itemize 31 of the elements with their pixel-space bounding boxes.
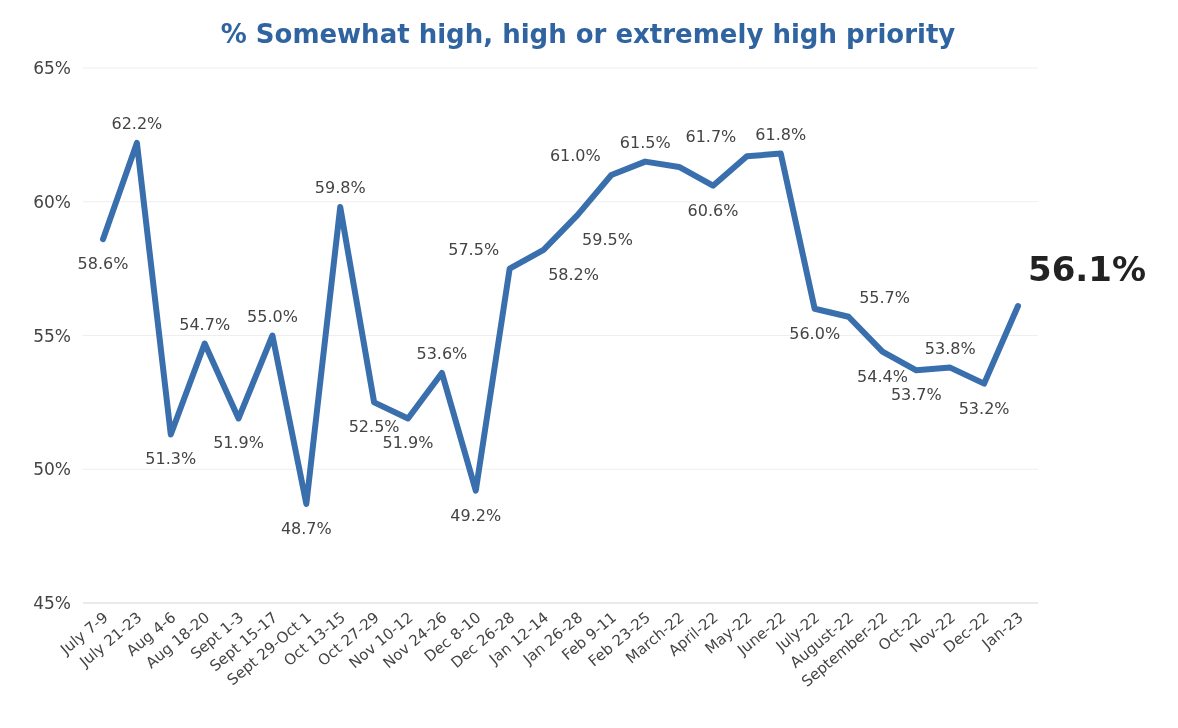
data-label: 55.0%: [247, 306, 298, 326]
data-label: 60.6%: [687, 200, 739, 220]
y-tick-label: 60%: [33, 191, 71, 212]
data-label: 59.5%: [582, 230, 633, 250]
data-label: 62.2%: [111, 113, 163, 133]
data-label: 55.7%: [859, 287, 910, 307]
data-label: 56.0%: [789, 323, 841, 343]
data-label: 54.7%: [179, 314, 231, 334]
y-tick-label: 45%: [33, 593, 71, 613]
data-label: 49.2%: [450, 505, 502, 525]
data-label: 56.1%: [1028, 249, 1146, 290]
data-label: 61.7%: [685, 127, 737, 147]
data-label: 53.8%: [924, 338, 976, 358]
y-tick-label: 65%: [33, 58, 71, 78]
y-tick-label: 50%: [33, 459, 71, 480]
data-label: 51.3%: [145, 449, 197, 469]
data-label: 53.2%: [958, 398, 1010, 418]
data-label: 53.7%: [890, 385, 942, 405]
data-label: 48.7%: [280, 519, 332, 539]
data-label: 61.8%: [755, 124, 807, 144]
data-label: 61.5%: [619, 132, 671, 152]
data-label: 57.5%: [448, 239, 500, 259]
data-label: 59.8%: [314, 178, 366, 198]
data-label: 53.6%: [416, 343, 468, 363]
chart-title: % Somewhat high, high or extremely high priority: [220, 19, 956, 49]
data-label: 54.4%: [857, 366, 908, 386]
data-label: 58.6%: [77, 254, 129, 274]
data-label: 51.9%: [213, 433, 264, 453]
data-label: 61.0%: [549, 146, 601, 165]
data-label: 58.2%: [548, 264, 599, 284]
y-tick-label: 55%: [33, 325, 71, 346]
